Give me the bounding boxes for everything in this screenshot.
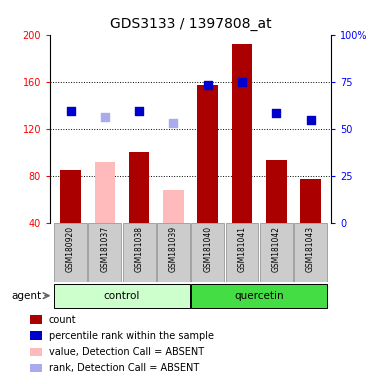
Text: percentile rank within the sample: percentile rank within the sample [49,331,214,341]
Bar [54,283,190,308]
Bar [163,190,184,223]
Title: GDS3133 / 1397808_at: GDS3133 / 1397808_at [110,17,271,31]
Bar [129,152,149,223]
Point [239,79,245,85]
Bar [191,283,327,308]
Bar [123,223,156,282]
Bar [266,161,286,223]
Text: GSM181039: GSM181039 [169,226,178,272]
Text: count: count [49,315,76,325]
Bar [294,223,327,282]
Text: agent: agent [11,291,41,301]
Text: rank, Detection Call = ABSENT: rank, Detection Call = ABSENT [49,363,199,373]
Bar [260,223,293,282]
Bar [191,223,224,282]
Bar [30,364,42,372]
Point [308,118,314,124]
Text: GSM181043: GSM181043 [306,226,315,272]
Text: GSM181037: GSM181037 [100,226,109,272]
Bar [300,179,321,223]
Text: GSM181040: GSM181040 [203,226,212,272]
Bar [30,315,42,324]
Bar [30,331,42,340]
Text: GSM181042: GSM181042 [272,226,281,272]
Bar [30,348,42,356]
Point [205,82,211,88]
Point [273,110,280,116]
Text: GSM181041: GSM181041 [238,226,246,272]
Bar [95,162,115,223]
Point [170,120,176,126]
Text: GSM181038: GSM181038 [135,226,144,272]
Bar [226,223,258,282]
Point [102,114,108,120]
Point [67,108,74,114]
Text: control: control [104,291,140,301]
Bar [198,85,218,223]
Bar [54,223,87,282]
Text: quercetin: quercetin [234,291,284,301]
Bar [60,170,81,223]
Bar [232,44,252,223]
Point [136,108,142,114]
Text: GSM180920: GSM180920 [66,226,75,272]
Bar [157,223,190,282]
Bar [89,223,121,282]
Text: value, Detection Call = ABSENT: value, Detection Call = ABSENT [49,347,204,357]
